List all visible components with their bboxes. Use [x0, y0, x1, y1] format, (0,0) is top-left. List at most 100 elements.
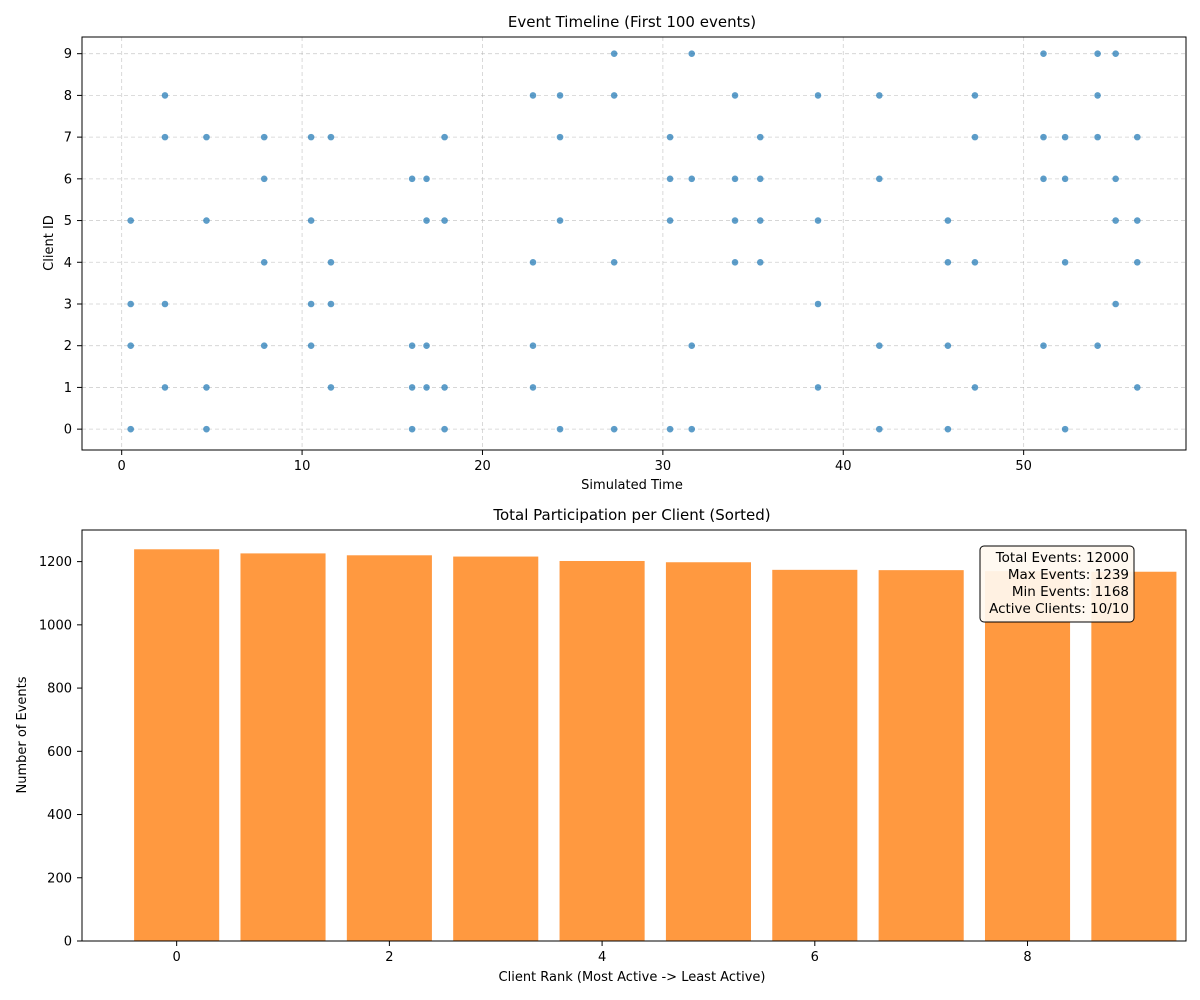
participation-x-tick-label: 8 [1023, 950, 1031, 965]
event-point [127, 342, 135, 350]
timeline-x-tick-label: 40 [835, 459, 852, 474]
event-point [161, 384, 169, 391]
event-point [876, 425, 883, 433]
event-point [1040, 133, 1047, 141]
event-point [203, 133, 210, 141]
event-point [161, 133, 169, 141]
participation-y-tick-label: 1200 [39, 555, 72, 570]
event-point [666, 425, 674, 433]
timeline-title: Event Timeline (First 100 events) [508, 13, 756, 31]
summary-max-events: Max Events: 1239 [1008, 567, 1129, 583]
timeline-x-tick-label: 30 [655, 459, 672, 474]
participation-plot-frame [81, 529, 1187, 942]
event-point [1040, 175, 1047, 183]
event-point [971, 258, 979, 266]
event-point [814, 300, 822, 308]
timeline-y-ticks: 0 1 2 3 4 5 6 7 8 9 [64, 47, 82, 438]
client-bar [240, 553, 326, 941]
event-point [1040, 50, 1047, 57]
timeline-x-axis-label: Simulated Time [581, 478, 683, 493]
event-point [127, 425, 135, 433]
event-point [423, 342, 430, 350]
event-point [1061, 175, 1069, 183]
participation-chart: Total Participation per Client (Sorted) … [15, 506, 1187, 985]
timeline-chart: Event Timeline (First 100 events) 0 10 20 3… [42, 13, 1187, 493]
event-point [529, 384, 537, 391]
event-point [688, 175, 696, 183]
client-bar [772, 569, 858, 941]
event-point [327, 133, 335, 141]
event-point [971, 133, 979, 141]
timeline-y-tick-label: 9 [64, 47, 72, 62]
event-point [610, 50, 618, 57]
event-point [756, 258, 764, 266]
participation-x-ticks: 0 2 4 6 8 [173, 941, 1032, 965]
timeline-y-tick-label: 6 [64, 172, 72, 187]
event-point [307, 342, 315, 350]
timeline-x-tick-label: 0 [118, 459, 126, 474]
event-point [529, 92, 537, 99]
client-bar [878, 570, 964, 941]
participation-x-tick-label: 6 [811, 950, 819, 965]
event-point [161, 300, 169, 308]
event-point [1061, 133, 1069, 141]
event-point [666, 217, 674, 224]
event-point [944, 342, 952, 350]
participation-bars [134, 549, 1177, 941]
timeline-y-tick-label: 7 [64, 131, 72, 146]
event-point [423, 217, 430, 224]
timeline-y-tick-label: 8 [64, 89, 72, 104]
event-point [756, 133, 764, 141]
summary-total-events: Total Events: 12000 [995, 550, 1129, 566]
event-point [307, 300, 315, 308]
event-point [203, 217, 210, 224]
event-point [127, 300, 135, 308]
client-bar [453, 556, 539, 941]
event-point [1040, 342, 1047, 350]
event-point [260, 133, 268, 141]
timeline-grid [82, 37, 1186, 450]
event-point [814, 92, 822, 99]
event-point [423, 175, 430, 183]
event-point [408, 384, 416, 391]
event-point [1112, 300, 1119, 308]
participation-x-tick-label: 2 [385, 950, 393, 965]
event-point [876, 342, 883, 350]
timeline-x-tick-label: 50 [1015, 459, 1032, 474]
event-point [260, 175, 268, 183]
event-point [1061, 258, 1069, 266]
timeline-x-tick-label: 10 [294, 459, 311, 474]
timeline-y-tick-label: 5 [64, 214, 72, 229]
event-point [161, 92, 169, 99]
event-point [260, 258, 268, 266]
event-point [666, 133, 674, 141]
event-point [408, 175, 416, 183]
summary-annotation-frame [979, 545, 1135, 623]
event-point [688, 425, 696, 433]
event-point [1094, 92, 1101, 99]
event-point [971, 92, 979, 99]
participation-y-tick-label: 400 [47, 808, 72, 823]
event-point [408, 425, 416, 433]
event-point [731, 258, 739, 266]
event-point [610, 92, 618, 99]
timeline-x-tick-label: 20 [474, 459, 491, 474]
event-point [1112, 217, 1119, 224]
timeline-plot-frame [81, 36, 1187, 451]
event-point [327, 258, 335, 266]
participation-x-tick-label: 0 [173, 950, 181, 965]
event-point [1133, 384, 1141, 391]
event-point [876, 175, 883, 183]
event-point [1094, 342, 1101, 350]
event-point [127, 217, 135, 224]
event-point [556, 217, 564, 224]
event-point [944, 425, 952, 433]
event-point [556, 92, 564, 99]
event-point [1061, 425, 1069, 433]
event-point [756, 217, 764, 224]
participation-y-axis-label: Number of Events [15, 676, 30, 793]
event-point [876, 92, 883, 99]
timeline-points [127, 50, 1141, 433]
event-point [971, 384, 979, 391]
